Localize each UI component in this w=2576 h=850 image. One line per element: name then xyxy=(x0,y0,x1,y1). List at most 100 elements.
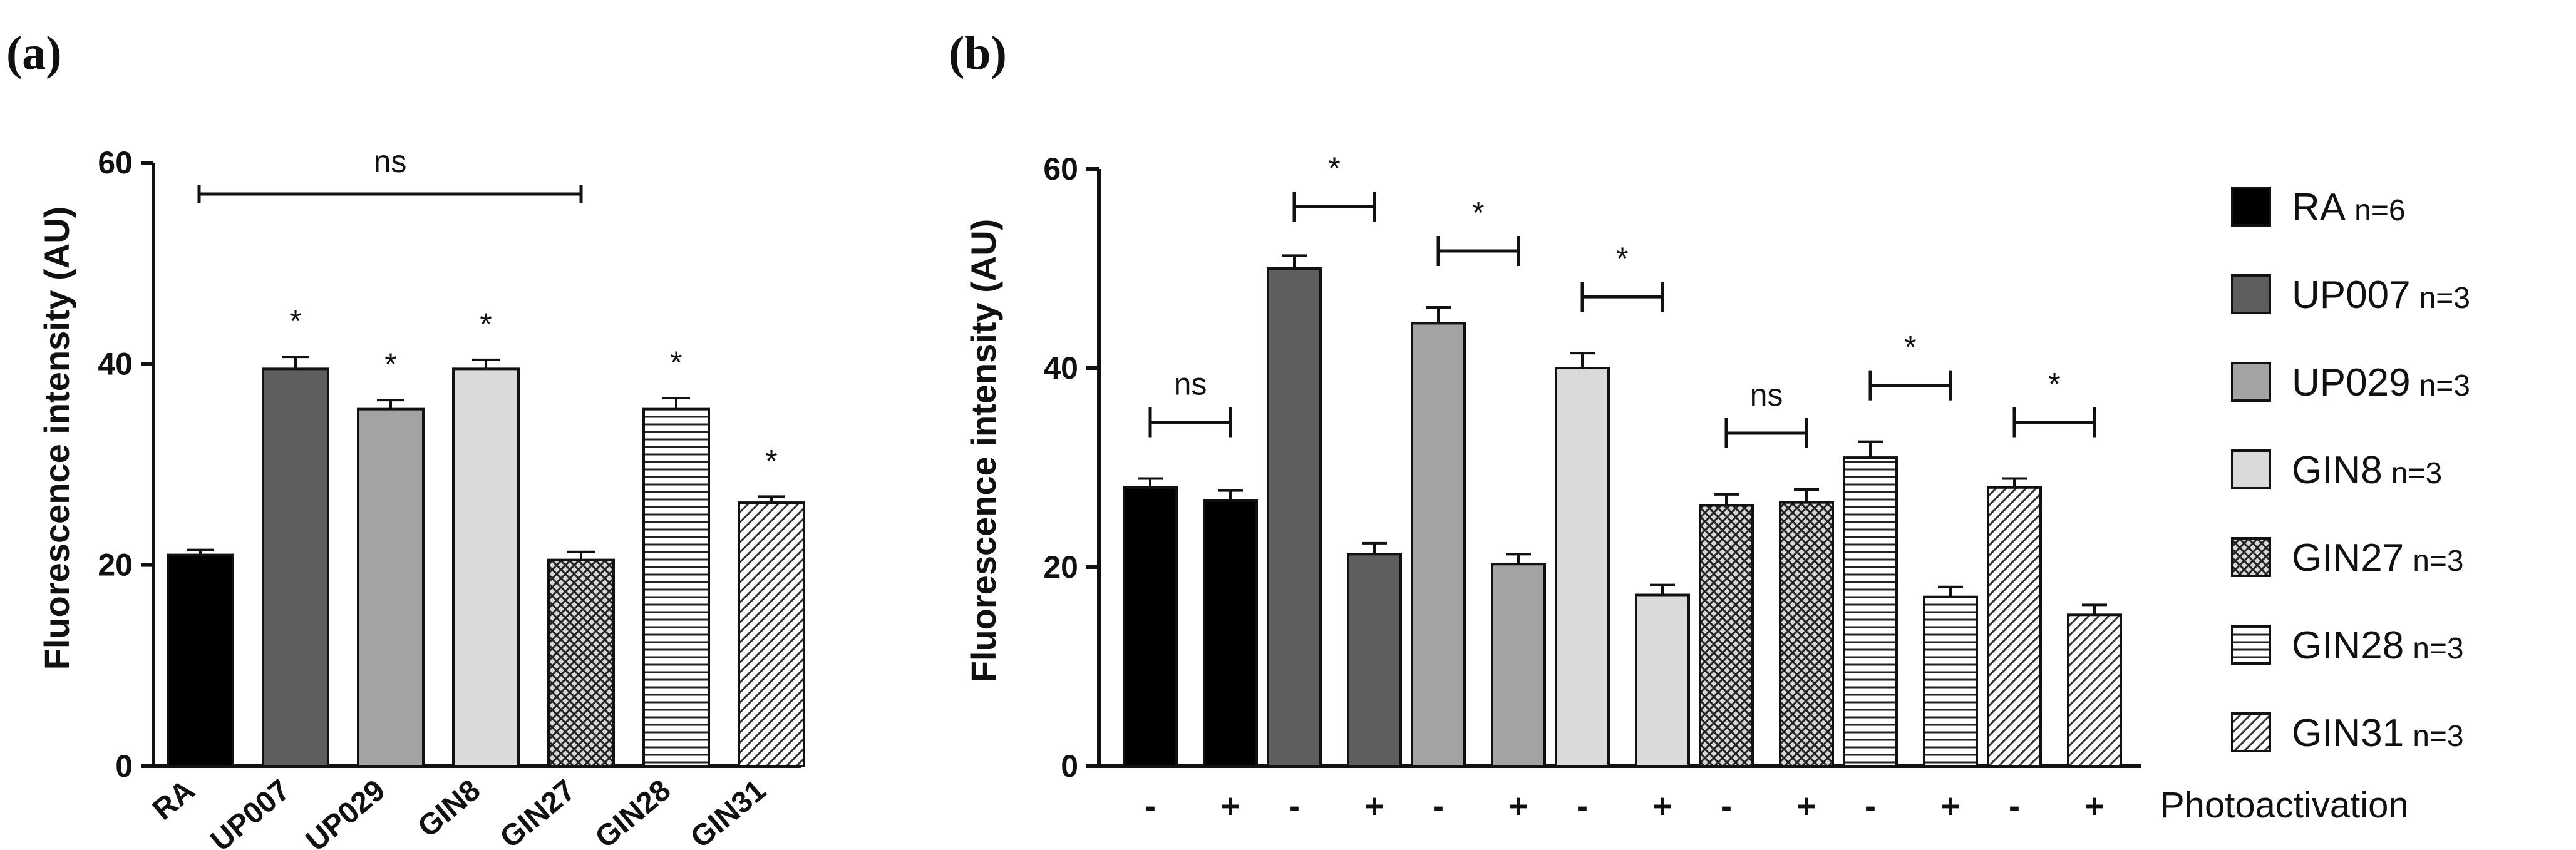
photoactivation-label: Photoactivation xyxy=(2160,785,2409,826)
significance-label: * xyxy=(1616,241,1628,276)
panel-b-y-ticks: 0 20 40 60 xyxy=(1043,151,1099,784)
legend-n: n=3 xyxy=(2413,720,2463,753)
photo-plus-label: + xyxy=(1796,787,1816,825)
bar-gin31-plus xyxy=(2067,613,2122,767)
photo-minus-label: - xyxy=(1865,787,1876,825)
bar-up029 xyxy=(357,407,425,767)
legend-name: GIN27 xyxy=(2292,536,2404,580)
bar-gin31-minus xyxy=(1987,486,2042,767)
legend-name: RA xyxy=(2292,186,2346,229)
legend-entry: GIN8 n=3 xyxy=(2292,449,2442,492)
legend-name: UP007 xyxy=(2292,274,2411,317)
panel-a-y-tick-label: 0 xyxy=(115,749,133,784)
significance-label: * xyxy=(1472,195,1484,230)
legend-entry: RA n=6 xyxy=(2292,186,2406,229)
significance-star: * xyxy=(670,345,682,380)
photo-plus-label: + xyxy=(1940,787,1960,825)
bar-up029-plus xyxy=(1491,563,1546,767)
category-label: GIN8 xyxy=(411,774,487,844)
panel-a-bars: RA UP007 * UP029 * GIN8 * GIN27 GIN28 * GIN31 * xyxy=(147,304,805,850)
legend-entry: UP007 n=3 xyxy=(2292,274,2470,317)
panel-a-y-tick-label: 60 xyxy=(98,145,133,180)
legend-entry: UP029 n=3 xyxy=(2292,361,2470,404)
panel-b-y-tick-label: 0 xyxy=(1061,749,1078,784)
legend-swatch-ra xyxy=(2231,187,2271,227)
bar-gin28-minus xyxy=(1843,456,1898,767)
legend-name: GIN8 xyxy=(2292,449,2383,492)
legend-n: n=3 xyxy=(2419,369,2470,402)
bar-up007-minus xyxy=(1267,267,1322,767)
panel-a-y-ticks: 0 20 40 60 xyxy=(98,145,153,784)
legend-swatch-gin8 xyxy=(2231,449,2271,489)
photo-minus-label: - xyxy=(1577,787,1588,825)
panel-b-y-tick-label: 60 xyxy=(1043,151,1078,187)
bar-gin8 xyxy=(452,367,520,767)
photo-minus-label: - xyxy=(1145,787,1156,825)
bar-gin8-plus xyxy=(1635,593,1690,768)
significance-label: * xyxy=(1328,151,1340,186)
photo-plus-label: + xyxy=(1508,787,1528,825)
bar-gin27-minus xyxy=(1699,504,1754,767)
legend-n: n=3 xyxy=(2391,457,2442,490)
bar-gin27-plus xyxy=(1779,501,1834,768)
bar-gin31 xyxy=(738,501,805,767)
legend-swatch-gin31 xyxy=(2231,712,2271,752)
legend-swatch-gin28 xyxy=(2231,625,2271,665)
panel-a-y-tick-label: 20 xyxy=(98,548,133,583)
significance-star: * xyxy=(480,307,492,342)
legend-name: GIN31 xyxy=(2292,712,2404,755)
category-label: UP029 xyxy=(300,774,391,850)
photo-plus-label: + xyxy=(1364,787,1384,825)
photo-plus-label: + xyxy=(1220,787,1240,825)
legend-swatch-up007 xyxy=(2231,274,2271,314)
photo-minus-label: - xyxy=(1721,787,1732,825)
significance-star: * xyxy=(765,443,777,478)
legend-name: GIN28 xyxy=(2292,624,2404,667)
bar-up007-plus xyxy=(1347,553,1402,768)
bar-up029-minus xyxy=(1411,322,1466,767)
category-label: GIN28 xyxy=(589,774,677,850)
category-label: GIN27 xyxy=(494,774,582,850)
legend-n: n=3 xyxy=(2413,545,2463,578)
category-label: UP007 xyxy=(205,774,296,850)
significance-label: * xyxy=(2048,366,2060,401)
significance-star: * xyxy=(289,304,301,339)
bar-gin8-minus xyxy=(1555,367,1610,767)
panel-a-y-tick-label: 40 xyxy=(98,346,133,381)
bar-ra-plus xyxy=(1203,499,1258,767)
panel-a-y-axis-title: Fluorescence intensity (AU) xyxy=(37,207,76,670)
legend-name: UP029 xyxy=(2292,361,2411,404)
legend-n: n=3 xyxy=(2419,282,2470,315)
photo-minus-label: - xyxy=(1433,787,1444,825)
category-label: GIN31 xyxy=(684,774,772,850)
significance-label: * xyxy=(1904,330,1916,365)
panel-b-bars: - + ns - + * - + * - + * - + ns - + * - + * xyxy=(1123,151,2122,825)
panel-b-y-tick-label: 20 xyxy=(1043,550,1078,585)
bar-gin28-plus xyxy=(1923,595,1978,767)
legend-entry: GIN27 n=3 xyxy=(2292,536,2464,580)
panel-b-y-tick-label: 40 xyxy=(1043,351,1078,386)
panel-a-ns-bracket: ns xyxy=(197,144,583,203)
photo-minus-label: - xyxy=(2009,787,2020,825)
significance-label: ns xyxy=(1174,366,1207,401)
panel-a-label: (a) xyxy=(6,27,62,79)
bar-gin27 xyxy=(547,558,615,768)
photo-plus-label: + xyxy=(2084,787,2105,825)
bar-gin28 xyxy=(642,407,710,767)
significance-star: * xyxy=(384,347,396,382)
photo-minus-label: - xyxy=(1289,787,1300,825)
significance-label: ns xyxy=(1750,377,1783,412)
photo-plus-label: + xyxy=(1652,787,1672,825)
ns-bracket-label: ns xyxy=(374,144,407,179)
legend-entry: GIN28 n=3 xyxy=(2292,624,2464,667)
bar-ra xyxy=(167,553,234,767)
legend-n: n=6 xyxy=(2354,194,2405,227)
panel-b-label: (b) xyxy=(949,27,1007,79)
bar-up007 xyxy=(262,367,329,767)
bar-ra-minus xyxy=(1123,486,1178,767)
legend-n: n=3 xyxy=(2413,632,2463,665)
panel-b-y-axis-title: Fluorescence intensity (AU) xyxy=(964,219,1003,683)
legend-swatch-gin27 xyxy=(2231,537,2271,577)
